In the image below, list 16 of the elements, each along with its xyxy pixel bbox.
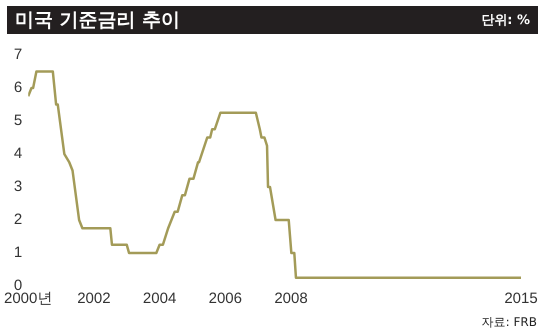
- chart-subtitle: 단위: %: [481, 12, 530, 29]
- x-tick-label: 2008: [274, 290, 308, 308]
- y-tick-label: 1: [14, 244, 22, 262]
- x-tick-label: 2002: [77, 290, 111, 308]
- y-tick-label: 6: [14, 79, 22, 96]
- x-tick-label: 2006: [208, 290, 242, 308]
- x-tick-label: 2004: [142, 290, 176, 308]
- x-tick-label: 2015: [504, 290, 538, 308]
- y-tick-label: 4: [14, 145, 22, 162]
- chart-title: 미국 기준금리 추이: [15, 8, 180, 33]
- y-tick-label: 7: [14, 46, 22, 64]
- y-tick-label: 3: [14, 178, 22, 196]
- x-tick-label: 2000년: [4, 290, 52, 308]
- y-tick-label: 5: [14, 112, 22, 130]
- y-tick-label: 2: [14, 211, 22, 228]
- text: 자료: FRB: [482, 314, 537, 331]
